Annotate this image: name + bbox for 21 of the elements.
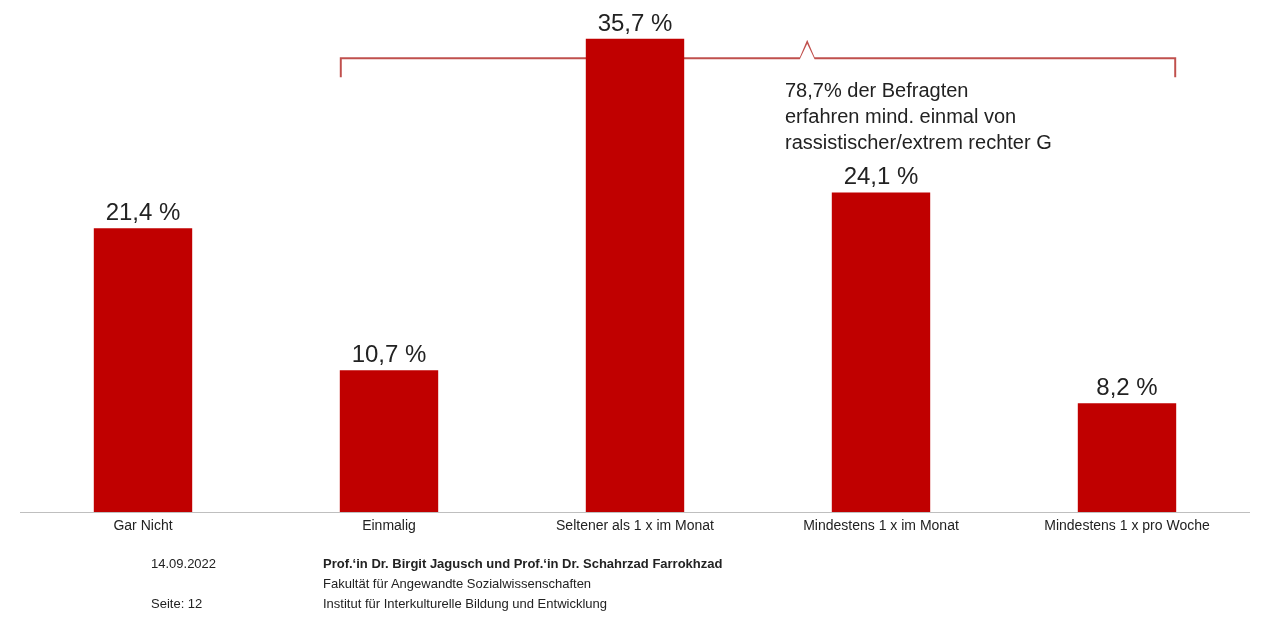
bar bbox=[585, 38, 685, 512]
text: Seite: 12 bbox=[151, 596, 203, 611]
annotation: 78,7% der Befragten erfahren mind. einmal von rassistischer/extrem rechter G bbox=[785, 79, 1052, 153]
bar bbox=[831, 192, 931, 512]
text: 14.09.2022 bbox=[151, 556, 217, 571]
bar bbox=[93, 228, 193, 512]
data-label: 24,1 % bbox=[843, 162, 919, 190]
x-tick-label: Gar Nicht bbox=[113, 516, 173, 533]
text: Fakultät für Angewandte Sozialwissenschaften bbox=[323, 576, 592, 591]
text: Prof.‘in Dr. Birgit Jagusch und Prof.‘in Dr. Schahrzad Farrokhzad bbox=[323, 556, 723, 571]
bar bbox=[1077, 403, 1177, 512]
x-tick-label: Einmalig bbox=[362, 516, 416, 533]
data-label: 21,4 % bbox=[105, 198, 181, 226]
data-label: 35,7 % bbox=[597, 8, 673, 36]
data-label: 10,7 % bbox=[351, 340, 427, 368]
x-tick-label: Mindestens 1 x im Monat bbox=[803, 516, 959, 533]
bar bbox=[339, 370, 439, 512]
text: Institut für Interkulturelle Bildung und Entwicklung bbox=[323, 596, 607, 611]
x-tick-label: Seltener als 1 x im Monat bbox=[556, 516, 715, 533]
data-label: 8,2 % bbox=[1096, 373, 1158, 401]
x-tick-label: Mindestens 1 x pro Woche bbox=[1044, 516, 1210, 533]
